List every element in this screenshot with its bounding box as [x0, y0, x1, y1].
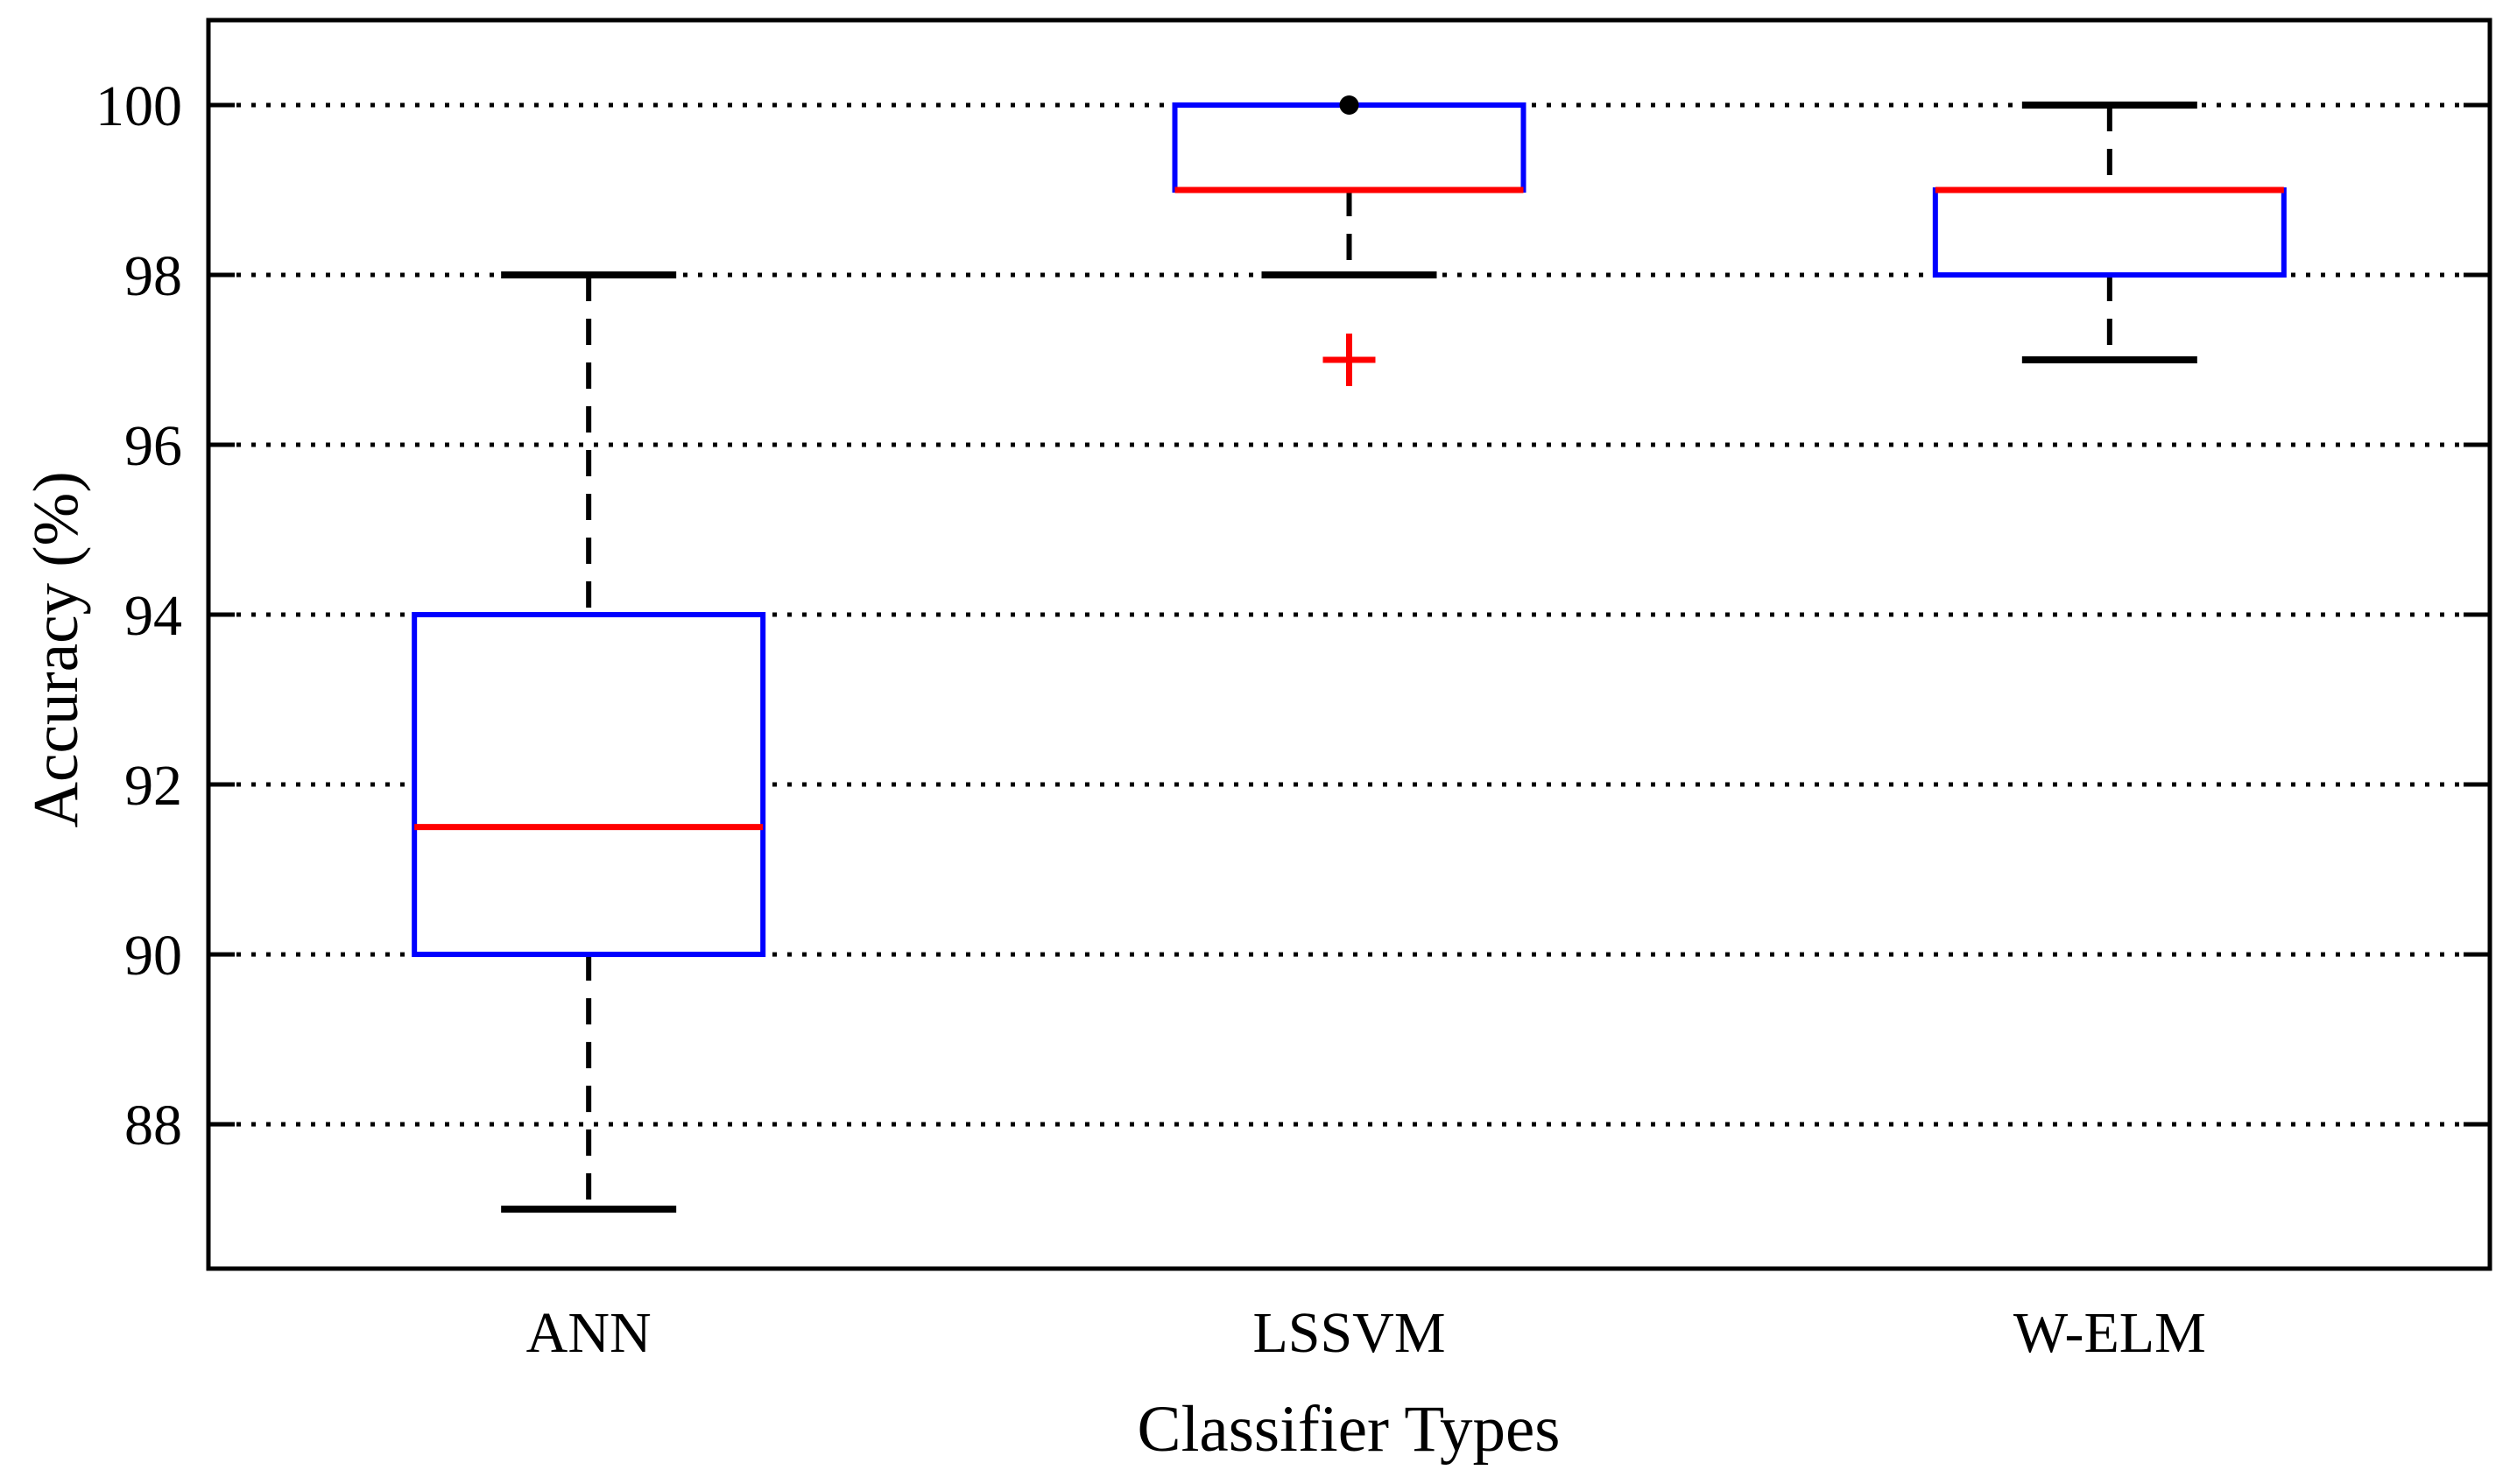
outlier-dot-LSSVM-1 — [1339, 95, 1359, 116]
box-LSSVM — [1172, 102, 1526, 193]
y-tick-label-98: 98 — [124, 244, 182, 308]
plot-frame — [206, 18, 2492, 1271]
y-axis-label: Accuracy (%) — [20, 471, 91, 828]
y-tick-label-92: 92 — [124, 754, 182, 818]
x-category-label-ANN: ANN — [526, 1301, 652, 1365]
y-tick-label-100: 100 — [95, 74, 182, 138]
y-tick-label-94: 94 — [124, 584, 182, 648]
box-W-ELM — [1932, 187, 2287, 278]
y-tick-label-90: 90 — [124, 924, 182, 988]
y-tick-label-96: 96 — [124, 414, 182, 478]
x-category-label-LSSVM: LSSVM — [1252, 1301, 1445, 1365]
box-ANN — [412, 612, 766, 958]
x-category-label-W-ELM: W-ELM — [2013, 1301, 2206, 1365]
x-axis-label: Classifier Types — [1137, 1393, 1561, 1466]
y-tick-label-88: 88 — [124, 1094, 182, 1157]
